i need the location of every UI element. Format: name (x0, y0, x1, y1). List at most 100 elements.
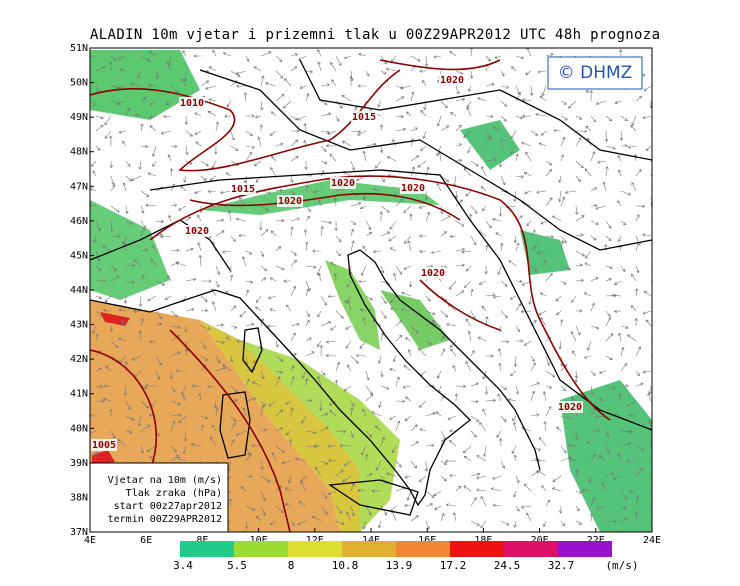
wind-arrow (243, 92, 248, 102)
wind-arrow (290, 407, 294, 417)
wind-arrow (350, 240, 355, 252)
isobar-label-bg (420, 267, 446, 279)
wind-arrow (380, 505, 388, 516)
wind-arrow (268, 400, 277, 407)
wind-arrow (290, 175, 294, 183)
colorbar-label: 8 (288, 559, 295, 572)
wind-arrow (290, 156, 299, 162)
wind-arrow (147, 172, 157, 177)
wind-arrow (513, 190, 517, 202)
wind-arrow (485, 354, 494, 358)
logo-box (547, 56, 643, 90)
wind-arrow (170, 203, 178, 207)
wind-arrow (499, 138, 503, 147)
wind-arrow (290, 217, 300, 222)
wind-arrow (393, 272, 397, 282)
wind-arrow (104, 130, 112, 139)
wind-arrow (170, 144, 178, 149)
wind-arrow (455, 158, 463, 163)
colorbar-unit: (m/s) (605, 559, 638, 572)
wind-arrow (140, 400, 150, 409)
wind-arrow (617, 235, 622, 243)
wind-arrow (380, 370, 384, 378)
isobar-label: 1015 (352, 112, 376, 123)
wind-arrow (626, 459, 637, 463)
wind-arrow (525, 151, 532, 162)
wind-arrow (290, 520, 295, 527)
wind-arrow (125, 175, 132, 182)
wind-arrow (452, 365, 457, 372)
wind-arrow (215, 218, 224, 222)
wind-arrow (403, 364, 412, 372)
wind-arrow (290, 259, 297, 267)
wind-arrow (403, 265, 412, 270)
wind-arrow (480, 186, 487, 192)
wind-arrow (117, 55, 127, 60)
map-field: 1010 1015 1020 1015 1020 1020 1020 1020 1020 1020… (90, 48, 652, 532)
wind-arrow (590, 187, 597, 192)
wind-arrow (575, 505, 580, 512)
wind-arrow (183, 175, 187, 183)
wind-arrow (182, 395, 187, 402)
wind-arrow (530, 355, 535, 362)
wind-arrow (245, 55, 250, 62)
lon-tick-label: 6E (140, 535, 152, 546)
wind-arrow (400, 85, 412, 90)
wind-arrow (574, 430, 579, 441)
wind-arrow (140, 424, 151, 432)
wind-arrow (513, 355, 518, 367)
wind-arrow (170, 400, 182, 406)
wind-arrow (344, 55, 352, 60)
lat-tick-label: 43N (70, 320, 88, 331)
wind-arrow (371, 411, 382, 417)
wind-arrow (225, 336, 232, 342)
wind-arrow (120, 68, 127, 72)
wind-arrow (245, 114, 255, 118)
wind-arrow (435, 411, 442, 417)
wind-arrow (598, 455, 607, 462)
wind-arrow (425, 502, 434, 507)
wind-arrow (590, 220, 599, 225)
wind-arrow (305, 205, 312, 212)
wind-arrow (538, 310, 547, 316)
wind-arrow (104, 295, 112, 303)
wind-arrow (335, 520, 345, 525)
wind-arrow (604, 130, 609, 142)
wind-arrow (301, 415, 307, 424)
wind-arrow (389, 368, 397, 372)
wind-arrow (420, 109, 427, 117)
wind-arrow (256, 515, 262, 522)
wind-arrow (118, 130, 127, 134)
wind-arrow (185, 216, 191, 222)
wind-arrow (449, 429, 457, 433)
wind-arrow (612, 475, 622, 480)
wind-arrow (334, 220, 338, 231)
wind-arrow (194, 112, 202, 117)
wind-arrow (275, 355, 284, 362)
wind-arrow (605, 278, 612, 282)
wind-arrow (259, 220, 263, 231)
wind-arrow (281, 460, 292, 465)
wind-arrow (395, 96, 405, 102)
wind-arrow (95, 145, 101, 151)
wind-arrow (163, 114, 172, 119)
wind-arrow (422, 130, 427, 139)
wind-arrow (560, 445, 567, 454)
wind-arrow (102, 245, 112, 252)
wind-arrow (326, 340, 337, 344)
wind-arrow (305, 93, 310, 102)
wind-arrow (140, 445, 144, 454)
wind-arrow (238, 233, 247, 238)
wind-arrow (229, 355, 234, 363)
wind-arrow (177, 457, 187, 462)
wind-arrow (628, 413, 637, 418)
wind-arrow (260, 490, 266, 502)
wind-arrow (290, 53, 298, 57)
wind-arrow (288, 438, 293, 447)
wind-arrow (104, 115, 112, 126)
wind-arrow (125, 415, 135, 421)
wind-arrow (479, 422, 487, 432)
wind-arrow (590, 302, 595, 312)
wind-arrow (455, 384, 466, 389)
wind-arrow (380, 436, 385, 447)
